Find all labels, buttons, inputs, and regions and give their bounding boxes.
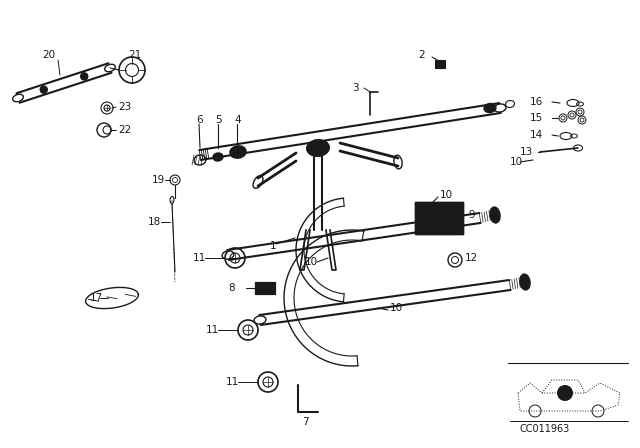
Text: 10: 10 bbox=[440, 190, 453, 200]
Text: 1: 1 bbox=[270, 241, 276, 251]
Text: 2: 2 bbox=[418, 50, 424, 60]
Text: 13: 13 bbox=[520, 147, 533, 157]
Text: 21: 21 bbox=[128, 50, 141, 60]
Text: 11: 11 bbox=[193, 253, 206, 263]
Text: 23: 23 bbox=[118, 102, 131, 112]
Bar bbox=[415, 202, 463, 234]
Text: 9: 9 bbox=[468, 210, 475, 220]
Text: 5: 5 bbox=[215, 115, 221, 125]
Text: 10: 10 bbox=[390, 303, 403, 313]
Circle shape bbox=[81, 73, 88, 80]
Text: 16: 16 bbox=[530, 97, 543, 107]
Text: 14: 14 bbox=[530, 130, 543, 140]
Circle shape bbox=[40, 86, 47, 93]
Ellipse shape bbox=[490, 207, 500, 223]
Text: 3: 3 bbox=[352, 83, 358, 93]
Ellipse shape bbox=[484, 103, 496, 112]
Bar bbox=[415, 202, 463, 234]
Text: 18: 18 bbox=[148, 217, 161, 227]
Ellipse shape bbox=[520, 274, 530, 290]
Text: 11: 11 bbox=[226, 377, 239, 387]
Text: 12: 12 bbox=[465, 253, 478, 263]
Text: 17: 17 bbox=[90, 293, 103, 303]
Text: 10: 10 bbox=[510, 157, 523, 167]
Bar bbox=[255, 282, 275, 294]
Text: 10: 10 bbox=[305, 257, 318, 267]
Text: CC011963: CC011963 bbox=[520, 424, 570, 434]
Text: 20: 20 bbox=[42, 50, 55, 60]
Ellipse shape bbox=[307, 140, 329, 156]
Text: 11: 11 bbox=[206, 325, 220, 335]
Text: 15: 15 bbox=[530, 113, 543, 123]
Text: 22: 22 bbox=[118, 125, 131, 135]
Text: 4: 4 bbox=[234, 115, 241, 125]
Text: 6: 6 bbox=[196, 115, 203, 125]
Bar bbox=[255, 282, 275, 294]
Text: 19: 19 bbox=[152, 175, 165, 185]
Circle shape bbox=[557, 385, 573, 401]
Ellipse shape bbox=[213, 153, 223, 161]
Text: 8: 8 bbox=[228, 283, 235, 293]
Ellipse shape bbox=[230, 146, 246, 158]
Bar bbox=[435, 60, 445, 68]
Text: 7: 7 bbox=[302, 417, 308, 427]
